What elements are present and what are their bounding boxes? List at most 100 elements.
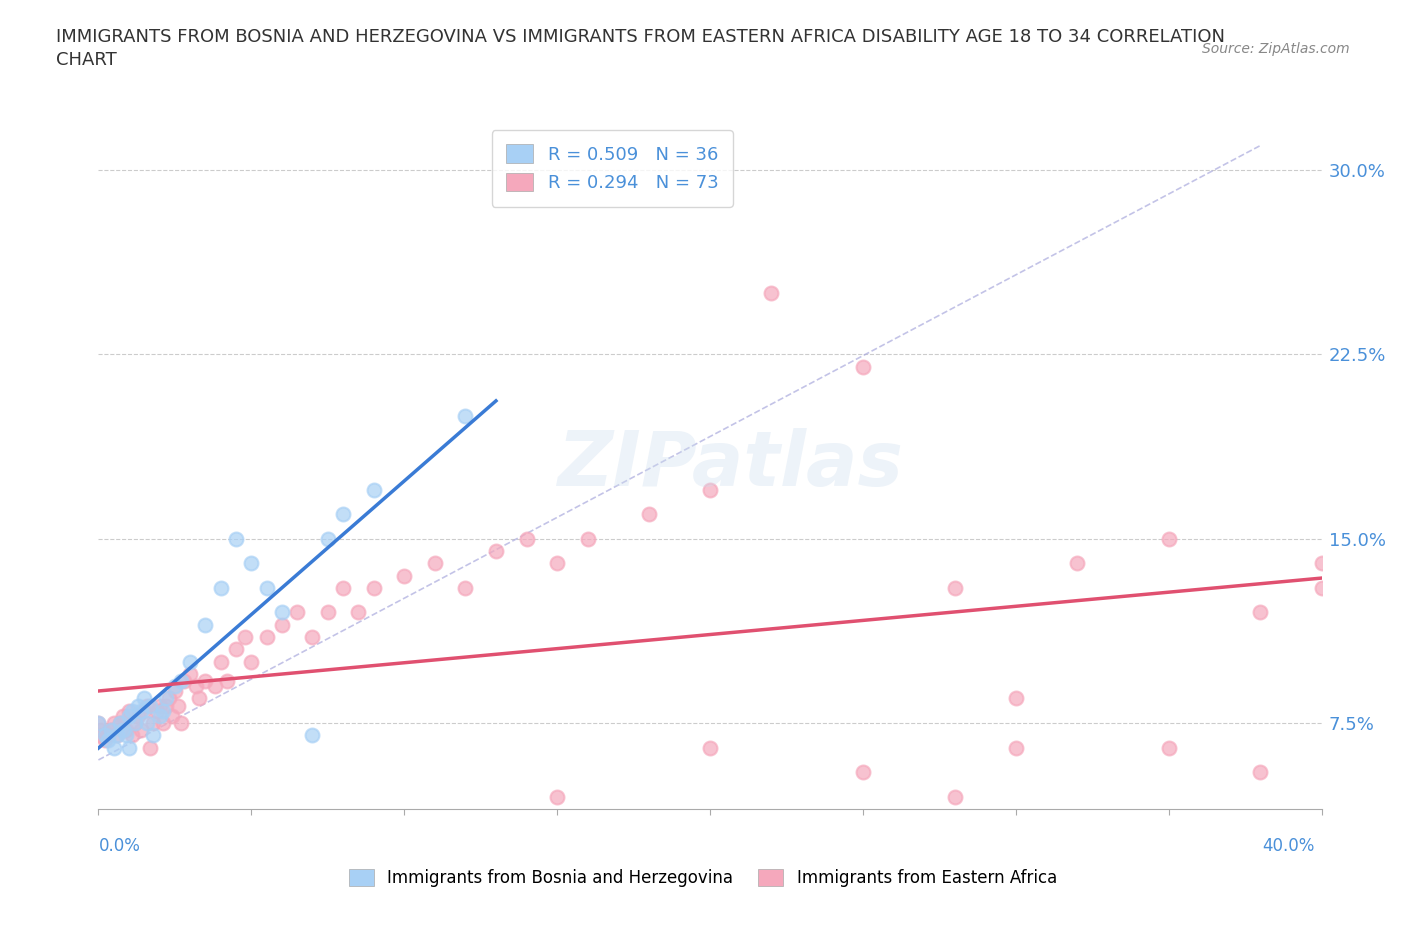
- Point: [105, 728, 128, 743]
- Point: [111, 709, 134, 724]
- Point: [142, 716, 165, 731]
- Text: 40.0%: 40.0%: [1263, 837, 1315, 855]
- Point: [363, 580, 385, 595]
- Point: [1310, 580, 1333, 595]
- Point: [270, 618, 292, 632]
- Point: [392, 568, 416, 583]
- Point: [209, 580, 232, 595]
- Point: [301, 728, 323, 743]
- Point: [204, 679, 226, 694]
- Point: [215, 674, 238, 689]
- Point: [363, 482, 385, 497]
- Point: [423, 556, 446, 571]
- Point: [316, 531, 339, 546]
- Point: [179, 654, 201, 669]
- Point: [136, 716, 159, 731]
- Point: [118, 709, 141, 724]
- Point: [485, 543, 508, 558]
- Point: [97, 728, 120, 743]
- Point: [301, 630, 323, 644]
- Point: [115, 723, 138, 737]
- Point: [285, 605, 308, 620]
- Point: [134, 691, 156, 706]
- Point: [127, 709, 149, 724]
- Point: [546, 790, 568, 804]
- Point: [93, 733, 115, 748]
- Point: [129, 703, 152, 718]
- Point: [149, 698, 172, 713]
- Text: IMMIGRANTS FROM BOSNIA AND HERZEGOVINA VS IMMIGRANTS FROM EASTERN AFRICA DISABIL: IMMIGRANTS FROM BOSNIA AND HERZEGOVINA V…: [56, 28, 1225, 46]
- Point: [105, 728, 128, 743]
- Point: [108, 716, 131, 731]
- Point: [1157, 531, 1180, 546]
- Point: [142, 728, 165, 743]
- Point: [103, 740, 125, 755]
- Point: [1249, 605, 1271, 620]
- Point: [173, 674, 195, 689]
- Point: [546, 556, 568, 571]
- Point: [87, 716, 110, 731]
- Point: [97, 733, 120, 748]
- Point: [576, 531, 599, 546]
- Point: [139, 698, 162, 713]
- Point: [852, 359, 875, 374]
- Point: [121, 728, 143, 743]
- Point: [188, 691, 211, 706]
- Point: [194, 618, 217, 632]
- Point: [516, 531, 538, 546]
- Point: [233, 630, 256, 644]
- Point: [108, 716, 131, 731]
- Point: [111, 723, 134, 737]
- Point: [1249, 764, 1271, 779]
- Text: CHART: CHART: [56, 51, 117, 69]
- Point: [139, 740, 162, 755]
- Point: [100, 723, 122, 737]
- Point: [186, 679, 208, 694]
- Point: [1066, 556, 1088, 571]
- Point: [115, 728, 138, 743]
- Point: [103, 716, 125, 731]
- Point: [149, 709, 172, 724]
- Point: [240, 654, 263, 669]
- Point: [1004, 691, 1026, 706]
- Point: [87, 716, 110, 731]
- Point: [943, 790, 966, 804]
- Point: [209, 654, 232, 669]
- Point: [316, 605, 339, 620]
- Point: [225, 531, 247, 546]
- Point: [152, 703, 174, 718]
- Point: [124, 716, 146, 731]
- Point: [90, 723, 112, 737]
- Legend: R = 0.509   N = 36, R = 0.294   N = 73: R = 0.509 N = 36, R = 0.294 N = 73: [492, 130, 733, 206]
- Text: 0.0%: 0.0%: [98, 837, 141, 855]
- Point: [699, 740, 721, 755]
- Point: [347, 605, 370, 620]
- Point: [194, 674, 217, 689]
- Point: [160, 709, 183, 724]
- Point: [170, 716, 193, 731]
- Point: [1157, 740, 1180, 755]
- Point: [759, 286, 782, 300]
- Point: [163, 679, 186, 694]
- Point: [87, 728, 110, 743]
- Point: [167, 698, 190, 713]
- Point: [170, 674, 193, 689]
- Point: [225, 642, 247, 657]
- Point: [943, 580, 966, 595]
- Point: [852, 764, 875, 779]
- Point: [121, 703, 143, 718]
- Point: [157, 691, 180, 706]
- Point: [152, 716, 174, 731]
- Point: [145, 703, 167, 718]
- Point: [134, 703, 156, 718]
- Point: [454, 580, 477, 595]
- Point: [332, 507, 354, 522]
- Point: [256, 630, 278, 644]
- Point: [637, 507, 661, 522]
- Text: ZIPatlas: ZIPatlas: [558, 428, 904, 502]
- Point: [93, 728, 115, 743]
- Point: [155, 691, 177, 706]
- Point: [256, 580, 278, 595]
- Point: [163, 684, 186, 698]
- Text: Source: ZipAtlas.com: Source: ZipAtlas.com: [1202, 42, 1350, 56]
